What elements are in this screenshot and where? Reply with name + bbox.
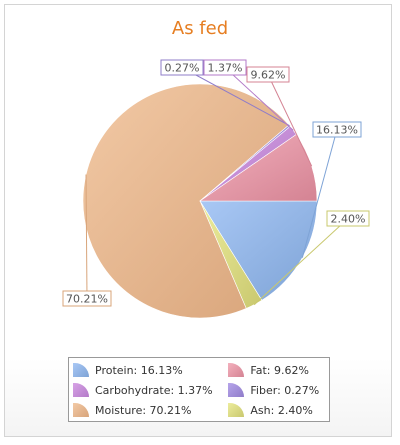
- data-label-moisture: 70.21%: [66, 293, 108, 306]
- legend-item-carbohydrate: Carbohydrate: 1.37%: [73, 381, 222, 399]
- legend-swatch-moisture: [73, 403, 89, 417]
- legend-swatch-ash: [228, 403, 245, 417]
- leader-line-protein: [301, 129, 338, 258]
- leader-line-moisture: [85, 174, 88, 299]
- legend-item-protein: Protein: 16.13%: [73, 361, 222, 379]
- legend-item-fat: Fat: 9.62%: [228, 361, 329, 379]
- legend-swatch-carbohydrate: [73, 383, 89, 397]
- data-label-protein: 16.13%: [316, 124, 358, 137]
- legend-label-fiber: Fiber: 0.27%: [250, 383, 320, 397]
- leader-line-fiber: [181, 67, 290, 127]
- legend-item-ash: Ash: 2.40%: [228, 401, 329, 419]
- data-label-box-fiber: [160, 59, 204, 76]
- legend-label-carbohydrate: Carbohydrate: 1.37%: [95, 383, 213, 397]
- legend-item-moisture: Moisture: 70.21%: [73, 401, 222, 419]
- data-label-fiber: 0.27%: [165, 62, 200, 75]
- legend-label-ash: Ash: 2.40%: [250, 403, 313, 417]
- data-label-fat: 9.62%: [251, 69, 286, 82]
- legend-swatch-fiber: [228, 383, 245, 397]
- data-label-box-protein: [312, 121, 362, 138]
- legend-label-fat: Fat: 9.62%: [250, 363, 309, 377]
- chart-title: As fed: [171, 18, 229, 39]
- leader-line-ash: [253, 218, 349, 306]
- data-label-box-fat: [246, 66, 290, 83]
- chart-legend: Protein: 16.13% Fat: 9.62% Carbohydrate: 1…: [68, 357, 330, 422]
- data-label-box-ash: [326, 210, 370, 227]
- legend-swatch-fat: [228, 363, 245, 377]
- leader-line-fat: [267, 74, 313, 167]
- data-label-carbohydrate: 1.37%: [208, 62, 243, 75]
- legend-label-moisture: Moisture: 70.21%: [95, 403, 192, 417]
- legend-label-protein: Protein: 16.13%: [95, 363, 183, 377]
- legend-swatch-protein: [73, 363, 89, 377]
- data-label-box-moisture: [62, 290, 112, 307]
- leader-line-carbohydrate: [224, 67, 294, 131]
- data-label-box-carbohydrate: [203, 59, 247, 76]
- pie-chart: 16.13% 2.40% 70.21% 0.27% 1.37% 9.62%: [62, 59, 370, 319]
- data-label-ash: 2.40%: [331, 213, 366, 226]
- legend-item-fiber: Fiber: 0.27%: [228, 381, 329, 399]
